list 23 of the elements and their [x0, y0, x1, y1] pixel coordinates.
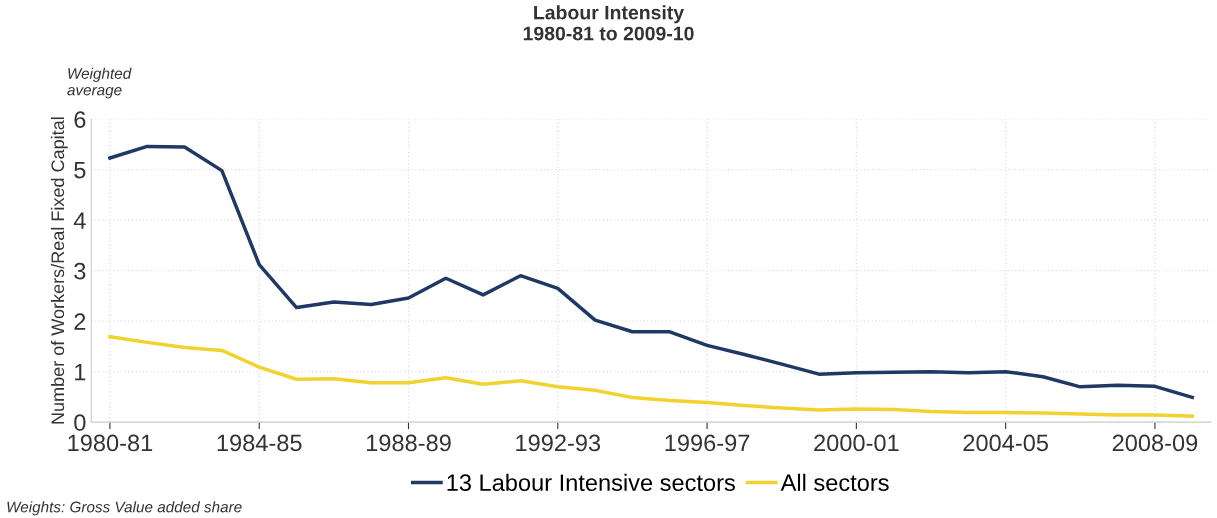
x-tick-label: 1984-85: [217, 434, 302, 452]
y-tick-label: 5: [74, 161, 86, 179]
y-tick-label: 6: [74, 111, 86, 128]
x-tick-label: 1996-97: [665, 434, 750, 452]
legend-label: 13 Labour Intensive sectors: [447, 473, 735, 492]
y-tick-label: 0: [74, 414, 86, 431]
text: Weighted average: [67, 67, 132, 99]
x-tick-label: 2004-05: [963, 434, 1048, 452]
x-tick-label: 1988-89: [366, 434, 451, 452]
x-tick-label: 1980-81: [68, 434, 153, 452]
y-axis-title: Number of Workers/Real Fixed Capital: [50, 117, 68, 424]
line-series: [108, 335, 1194, 418]
y-tick-label: 3: [74, 262, 86, 280]
text: Weights: Gross Value added share: [7, 501, 242, 516]
chart-title: Labour Intensity 1980-81 to 2009-10: [523, 5, 694, 41]
x-tick-label: 2008-09: [1112, 434, 1198, 452]
y-tick-label: 1: [75, 363, 86, 381]
y-tick-label: 2: [74, 313, 86, 330]
x-tick-label: 1992-93: [516, 434, 601, 452]
line-series: [108, 144, 1194, 400]
y-tick-label: 4: [73, 212, 86, 229]
x-tick-label: 2000-01: [814, 434, 899, 452]
legend-label: All sectors: [780, 473, 889, 492]
